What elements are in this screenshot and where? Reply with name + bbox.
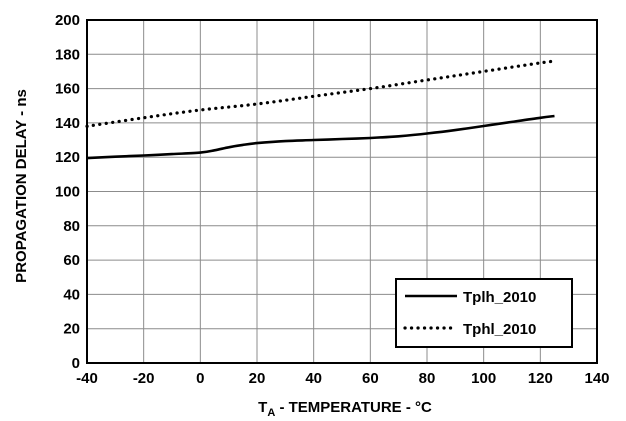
y-tick-label: 140: [55, 115, 80, 132]
x-tick-label: 120: [528, 370, 553, 387]
x-tick-label: 100: [471, 370, 496, 387]
x-tick-label: -20: [133, 370, 155, 387]
y-axis-title: PROPAGATION DELAY - ns: [13, 89, 30, 283]
legend-label-tphl: Tphl_2010: [463, 321, 536, 338]
x-tick-label: -40: [76, 370, 98, 387]
x-tick-label: 60: [362, 370, 379, 387]
y-axis-tick-labels: 0 20 40 60 80 100 120 140 160 180 200: [55, 12, 80, 372]
y-tick-label: 100: [55, 184, 80, 201]
y-tick-label: 80: [63, 218, 80, 235]
x-tick-label: 80: [419, 370, 436, 387]
y-tick-label: 180: [55, 46, 80, 63]
y-tick-label: 40: [63, 286, 80, 303]
y-tick-label: 20: [63, 321, 80, 338]
series-lines: [85, 59, 557, 160]
y-tick-label: 160: [55, 81, 80, 98]
legend: Tplh_2010 Tphl_2010: [395, 278, 573, 348]
x-tick-label: 0: [196, 370, 204, 387]
y-tick-label: 200: [55, 12, 80, 29]
series-line-tplh-2010: [86, 114, 555, 160]
x-axis-tick-labels: -40 -20 0 20 40 60 80 100 120 140: [76, 370, 609, 387]
y-tick-label: 60: [63, 252, 80, 269]
series-line-tphl-2010: [85, 59, 557, 128]
legend-box: [395, 278, 573, 348]
x-tick-label: 40: [305, 370, 322, 387]
y-tick-label: 0: [72, 355, 80, 372]
x-tick-label: 20: [249, 370, 266, 387]
y-tick-label: 120: [55, 149, 80, 166]
legend-label-tplh: Tplh_2010: [463, 289, 536, 306]
x-axis-title: TA - TEMPERATURE - °C: [258, 399, 432, 419]
plot-area-frame: [86, 19, 598, 364]
x-tick-label: 140: [584, 370, 609, 387]
